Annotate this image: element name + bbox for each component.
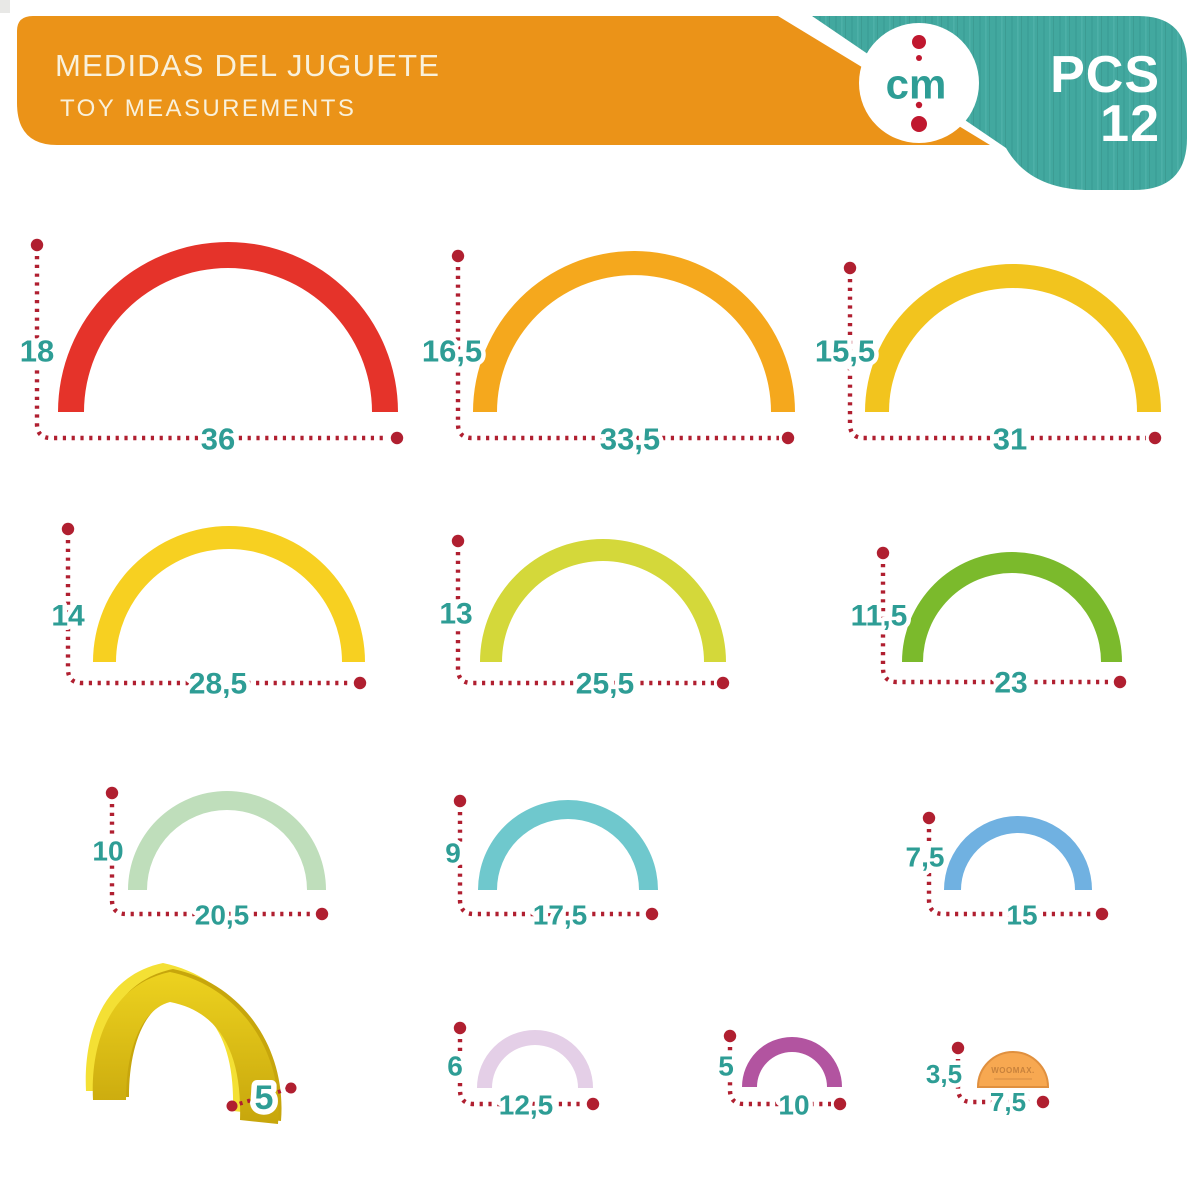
dim-dot-top-arch-palegreen xyxy=(105,786,119,800)
depth-label: 5 xyxy=(255,1079,274,1117)
dim-dot-end-arch-purple xyxy=(833,1097,847,1111)
dim-line-arch-green xyxy=(880,564,1111,685)
piece-arch-green xyxy=(902,552,1122,662)
depth-dotted-line xyxy=(231,1086,292,1108)
dim-dot-top-arch-blue xyxy=(922,811,936,825)
dim-dot-top-arch-yellowgreen xyxy=(451,534,465,548)
dim-line-arch-blue xyxy=(926,829,1093,917)
piece-arch-yellow xyxy=(93,526,365,662)
dim-line-arch-yellow xyxy=(65,540,351,686)
dim-dot-top-arch-cyan xyxy=(453,794,467,808)
dimension-lines-layer xyxy=(30,238,1162,1111)
cm-badge-dot-top-icon xyxy=(912,35,926,49)
height-label-arch-purple: 5 xyxy=(718,1051,734,1082)
width-label-arch-green: 23 xyxy=(994,667,1027,700)
dim-dot-top-arch-red xyxy=(30,238,44,252)
dim-line-arch-red xyxy=(34,256,388,441)
height-label-arch-palegreen: 10 xyxy=(92,836,123,867)
piece-arch-yellowgreen xyxy=(480,539,726,662)
height-label-arch-lavender: 6 xyxy=(447,1051,463,1082)
piece-half-disc-orange xyxy=(976,1051,1050,1088)
width-label-arch-gold: 31 xyxy=(993,422,1027,457)
height-label-arch-yellow: 14 xyxy=(51,600,85,633)
dim-dot-end-arch-yellow xyxy=(353,676,367,690)
dim-dot-end-arch-red xyxy=(390,431,404,445)
header: MEDIDAS DEL JUGUETE TOY MEASUREMENTS cm … xyxy=(17,16,1187,190)
pieces-layer: WOOMAX. xyxy=(58,242,1161,1088)
height-label-half-disc-orange: 3,5 xyxy=(926,1059,962,1089)
dim-line-arch-yellowgreen xyxy=(455,552,714,686)
piece-arch-purple xyxy=(742,1037,842,1087)
dim-line-arch-gold xyxy=(847,279,1146,441)
dim-dot-top-arch-lavender xyxy=(453,1021,467,1035)
width-label-arch-red: 36 xyxy=(201,422,235,457)
piece-arch-amber xyxy=(473,251,795,412)
header-banner-orange xyxy=(17,16,990,145)
piece-arch-gold xyxy=(865,264,1161,412)
cm-badge-circle xyxy=(859,23,979,143)
width-label-arch-cyan: 17,5 xyxy=(533,900,588,931)
dim-dot-end-arch-yellowgreen xyxy=(716,676,730,690)
pcs-label: PCS xyxy=(1050,46,1160,104)
piece-arch-blue xyxy=(944,816,1092,890)
height-label-arch-yellowgreen: 13 xyxy=(439,598,472,631)
dim-dot-top-arch-amber xyxy=(451,249,465,263)
width-label-arch-lavender: 12,5 xyxy=(499,1090,554,1121)
width-label-arch-amber: 33,5 xyxy=(600,422,660,457)
piece-arch-lavender xyxy=(477,1030,593,1088)
dim-line-arch-palegreen xyxy=(109,804,313,917)
dim-dot-end-arch-cyan xyxy=(645,907,659,921)
width-label-half-disc-orange: 7,5 xyxy=(990,1087,1026,1117)
page-title: MEDIDAS DEL JUGUETE xyxy=(55,48,440,83)
dim-line-half-disc-orange xyxy=(955,1059,1034,1105)
height-label-arch-cyan: 9 xyxy=(445,838,461,869)
piece-arch-cyan xyxy=(478,800,658,890)
dim-dot-end-arch-blue xyxy=(1095,907,1109,921)
page-subtitle: TOY MEASUREMENTS xyxy=(60,95,356,122)
cm-badge-dash-top-icon xyxy=(916,55,922,61)
measurement-labels-layer: 18 36 16,5 33,5 15,5 31 14 28,5 13 25,5 11,5 23 10 20… xyxy=(15,329,1042,1125)
height-label-arch-blue: 7,5 xyxy=(906,842,945,873)
dim-dot-end-arch-lavender xyxy=(586,1097,600,1111)
dim-dot-top-arch-yellow xyxy=(61,522,75,536)
dim-line-arch-cyan xyxy=(457,812,643,917)
dim-line-arch-amber xyxy=(455,267,779,441)
height-label-arch-amber: 16,5 xyxy=(422,334,482,369)
depth-dot-right xyxy=(285,1082,297,1094)
dim-dot-end-arch-green xyxy=(1113,675,1127,689)
dim-dot-end-arch-palegreen xyxy=(315,907,329,921)
cm-badge-label: cm xyxy=(886,61,947,108)
dim-dot-end-half-disc-orange xyxy=(1036,1095,1050,1109)
height-label-arch-green: 11,5 xyxy=(851,600,908,633)
dim-dot-top-arch-green xyxy=(876,546,890,560)
depth-dot-left xyxy=(226,1100,238,1112)
dim-line-arch-purple xyxy=(727,1047,831,1107)
piece-arch-red xyxy=(58,242,398,412)
scan-artifact xyxy=(0,0,10,13)
cm-badge: cm xyxy=(859,23,979,143)
width-label-arch-purple: 10 xyxy=(778,1090,809,1121)
dim-dot-end-arch-gold xyxy=(1148,431,1162,445)
pcs-value: 12 xyxy=(1100,95,1160,153)
width-label-arch-palegreen: 20,5 xyxy=(195,900,250,931)
dim-dot-top-arch-gold xyxy=(843,261,857,275)
width-label-arch-yellowgreen: 25,5 xyxy=(576,668,634,701)
height-label-arch-gold: 15,5 xyxy=(815,334,875,369)
brand-logo: WOOMAX. xyxy=(991,1066,1035,1075)
dim-dot-end-arch-amber xyxy=(781,431,795,445)
piece-arch-palegreen xyxy=(128,791,326,890)
arch-yellow-3d xyxy=(85,963,282,1124)
cm-badge-dash-bottom-icon xyxy=(915,101,923,109)
dim-dot-top-arch-purple xyxy=(723,1029,737,1043)
cm-badge-dot-bottom-icon xyxy=(911,116,927,132)
height-label-arch-red: 18 xyxy=(20,334,54,369)
dim-line-arch-lavender xyxy=(457,1039,584,1107)
arch-3d-front-face xyxy=(92,972,279,1124)
dim-dot-top-half-disc-orange xyxy=(951,1041,965,1055)
width-label-arch-yellow: 28,5 xyxy=(189,668,247,701)
width-label-arch-blue: 15 xyxy=(1006,900,1037,931)
